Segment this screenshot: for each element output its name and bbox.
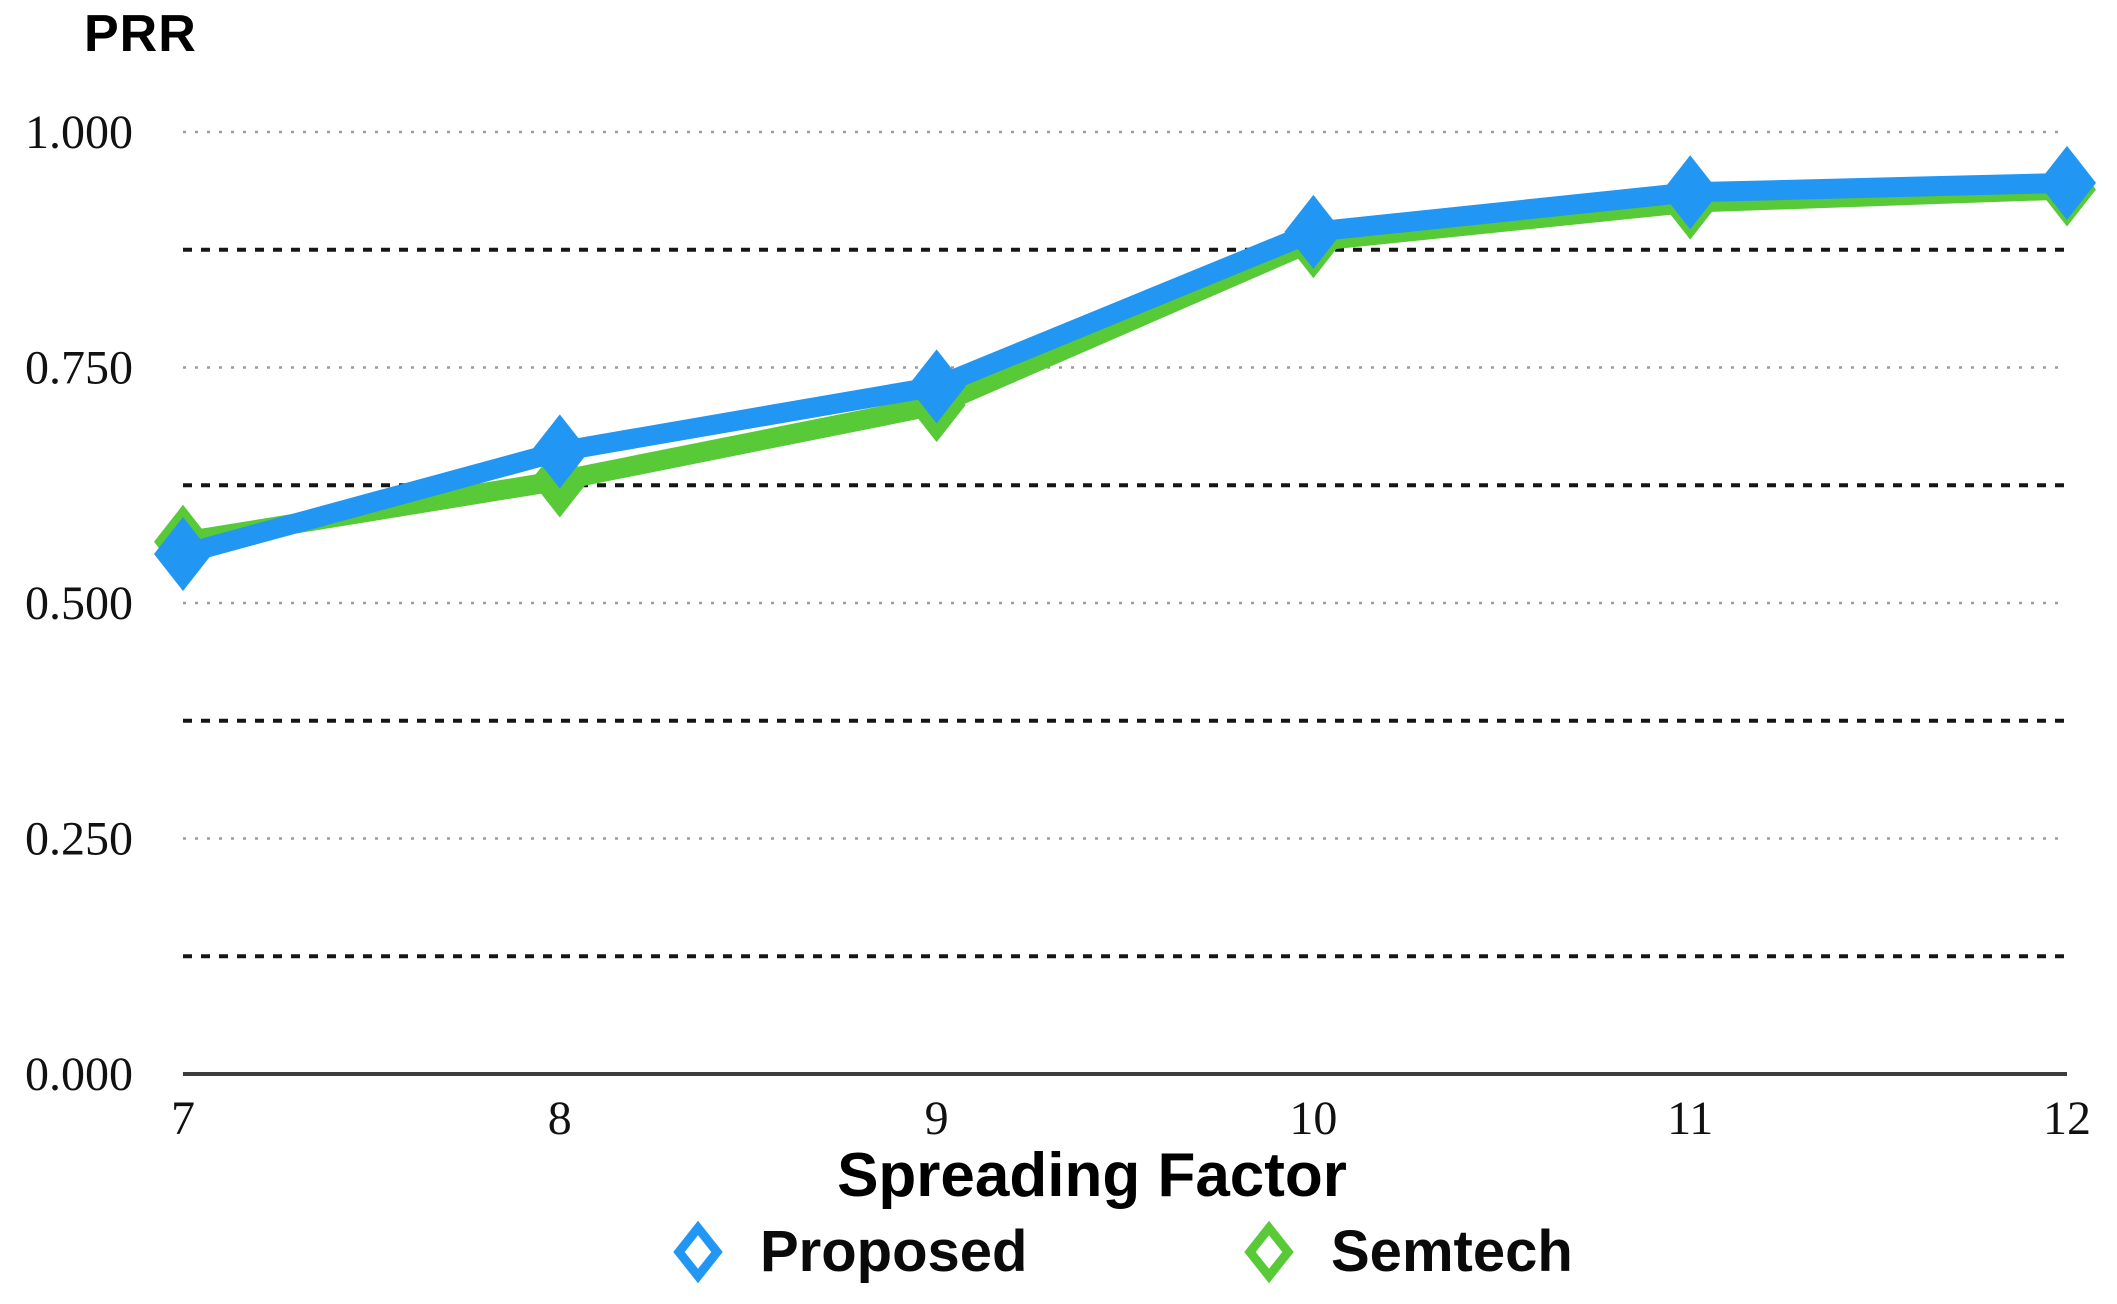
x-tick-label: 8 <box>548 1092 572 1145</box>
data-point-marker <box>2038 145 2096 220</box>
legend-label: Semtech <box>1331 1219 1573 1284</box>
gridlines-group <box>183 130 2067 959</box>
x-tick-label: 9 <box>925 1092 949 1145</box>
y-tick-label: 1.000 <box>25 106 133 159</box>
x-tick-label: 12 <box>2043 1092 2091 1145</box>
y-tick-label: 0.500 <box>25 577 133 630</box>
legend-diamond-icon <box>673 1220 723 1283</box>
legend-item-semtech: Semtech <box>1243 1218 1573 1285</box>
y-tick-label: 0.250 <box>25 813 133 866</box>
data-point-marker <box>907 349 966 424</box>
legend-label: Proposed <box>760 1219 1028 1284</box>
series-line <box>170 172 2078 567</box>
series-proposed <box>154 145 2096 592</box>
y-tick-label: 0.000 <box>25 1048 133 1101</box>
tick-labels-group: 1.000 0.750 0.500 0.250 0.000 7 8 9 10 11 12 <box>25 106 2091 1145</box>
x-tick-label: 10 <box>1289 1092 1337 1145</box>
series-semtech <box>154 152 2096 579</box>
x-tick-label: 11 <box>1667 1092 1713 1145</box>
data-point-marker <box>154 517 212 592</box>
series-line <box>171 179 2078 554</box>
series-group <box>154 145 2096 592</box>
y-tick-label: 0.750 <box>25 342 133 395</box>
legend-diamond-icon <box>1244 1220 1294 1283</box>
data-point-marker <box>1661 155 1720 230</box>
y-axis-title: PRR <box>84 5 197 63</box>
data-point-marker <box>1284 194 1343 269</box>
x-tick-label: 7 <box>171 1092 195 1145</box>
legend: Proposed Semtech <box>0 1218 2117 1294</box>
x-axis-title: Spreading Factor <box>837 1141 1347 1210</box>
legend-item-proposed: Proposed <box>672 1218 1028 1285</box>
data-point-marker <box>530 414 589 489</box>
